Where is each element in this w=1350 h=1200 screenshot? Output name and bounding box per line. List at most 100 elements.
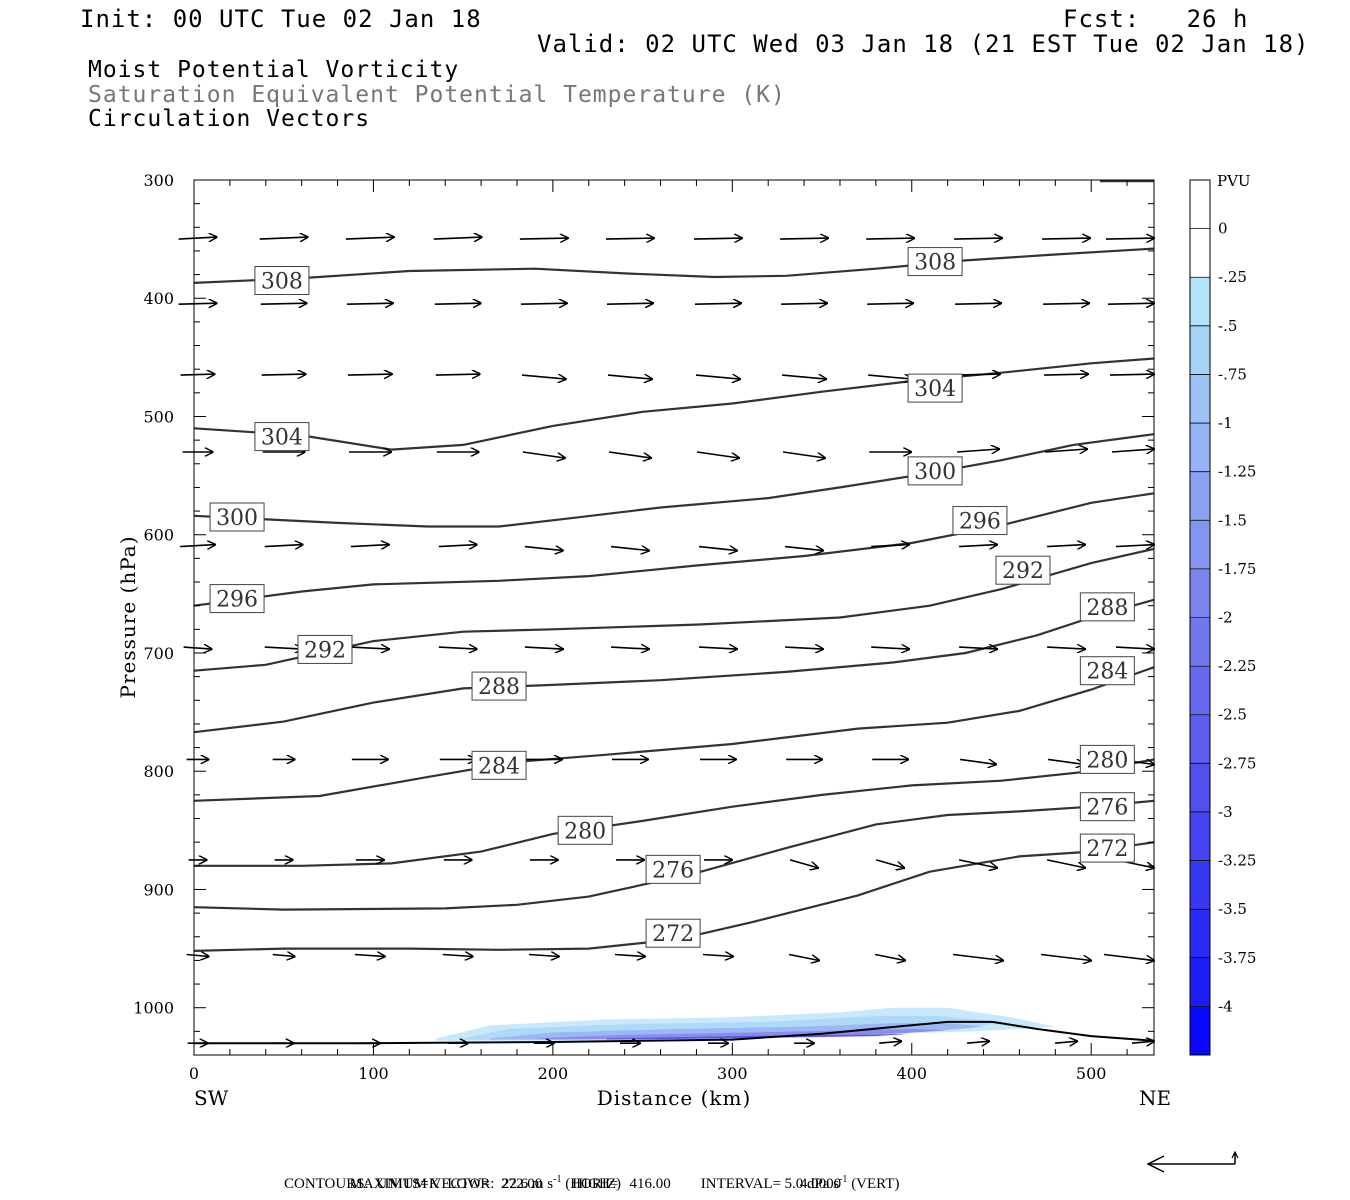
- colorbar-label-0: 0: [1218, 220, 1228, 238]
- vector-2-11: [1109, 374, 1154, 375]
- vector-2-8: [868, 375, 912, 379]
- vector-2-3: [435, 374, 480, 375]
- colorbar-seg-15: [1189, 908, 1211, 959]
- contour-label-box-308-1: [907, 247, 963, 277]
- vector-4-6: [698, 547, 737, 551]
- colorbar-seg-5: [1189, 422, 1211, 472]
- colorbar-seg-2: [1189, 276, 1211, 327]
- max-vector-text: MAXIMUM VECTOR: 22.6 m s: [349, 1176, 554, 1192]
- vector-8-8: [875, 953, 905, 961]
- contour-label-box-304-1: [907, 373, 963, 403]
- vector-6-9: [959, 758, 996, 764]
- endpoint-ne: NE: [1139, 1086, 1171, 1110]
- vector-7-8: [875, 859, 904, 868]
- vector-0-9: [954, 238, 1002, 239]
- contour-label-288-0: 288: [478, 675, 520, 700]
- contour-284: [193, 666, 1155, 802]
- vector-5-5: [610, 647, 649, 649]
- vector-5-11: [1115, 647, 1154, 649]
- contour-296: [193, 492, 1155, 607]
- vector-9-11: [1131, 1041, 1154, 1043]
- contour-label-box-280-0: [557, 815, 613, 845]
- colorbar-label-15: -3.75: [1218, 949, 1256, 967]
- contour-276: [193, 799, 1155, 911]
- vector-0-8: [866, 238, 914, 239]
- vector-5-0: [183, 647, 212, 649]
- vector-4-4: [524, 547, 563, 551]
- x-axis-label: Distance (km): [597, 1086, 752, 1110]
- contour-label-box-284-0: [471, 750, 527, 780]
- contour-label-276-0: 276: [652, 858, 694, 883]
- vector-8-3: [442, 955, 473, 957]
- vector-8-4: [528, 955, 559, 957]
- contour-label-280-1: 280: [1086, 748, 1128, 773]
- colorbar-label-8: -2: [1218, 609, 1233, 627]
- vector-8-7: [788, 953, 819, 961]
- y-tick-label-300: 300: [143, 171, 174, 190]
- contour-label-300-0: 300: [216, 506, 258, 531]
- contour-label-296-1: 296: [959, 510, 1001, 535]
- contour-label-box-296-1: [952, 506, 1008, 536]
- contour-272: [193, 841, 1155, 952]
- vector-9-9: [967, 1041, 989, 1043]
- y-tick-label-500: 500: [143, 407, 174, 426]
- vector-3-4: [522, 451, 565, 458]
- vector-5-3: [438, 647, 477, 649]
- contour-label-box-292-1: [995, 555, 1051, 585]
- vector-0-5: [605, 238, 654, 239]
- contour-304: [193, 357, 1155, 451]
- colorbar-seg-13: [1189, 811, 1211, 861]
- axes: 0 100 200 300 400 500 300 400 500 600 700 800 900 100…: [133, 171, 1154, 1083]
- vector-2-7: [782, 375, 826, 379]
- contour-label-308-0: 308: [261, 270, 303, 295]
- vector-2-1: [261, 374, 306, 375]
- vector-8-2: [354, 955, 385, 957]
- vector-1-1: [260, 303, 307, 304]
- colorbar-seg-7: [1189, 520, 1211, 570]
- vector-4-3: [438, 545, 477, 547]
- colorbar-label-7: -1.75: [1218, 560, 1256, 578]
- vector-4-1: [264, 545, 303, 547]
- contour-label-box-288-0: [471, 671, 527, 701]
- contour-label-296-0: 296: [216, 588, 258, 613]
- vector-1-10: [1043, 303, 1089, 304]
- colorbar-units: PVU: [1217, 172, 1251, 190]
- vector-1-3: [434, 303, 481, 304]
- vector-1-0: [178, 303, 217, 304]
- contour-label-box-308-0: [254, 266, 310, 296]
- vector-2-2: [347, 374, 392, 375]
- contour-label-box-284-1: [1079, 656, 1135, 686]
- vector-8-10: [1041, 953, 1091, 961]
- vector-3-7: [782, 451, 825, 458]
- vector-0-6: [693, 238, 742, 239]
- vector-5-7: [785, 647, 823, 649]
- vector-3-6: [696, 451, 739, 458]
- vector-8-0: [186, 955, 209, 957]
- colorbar-seg-17: [1189, 1006, 1211, 1056]
- contour-label-308-1: 308: [914, 251, 956, 276]
- y-tick-label-400: 400: [143, 289, 174, 308]
- vector-0-0: [178, 237, 217, 239]
- contour-label-280-0: 280: [564, 819, 606, 844]
- vector-4-8: [871, 545, 909, 547]
- colorbar-label-5: -1.25: [1218, 463, 1256, 481]
- contour-label-292-1: 292: [1002, 559, 1044, 584]
- vector-4-2: [350, 545, 389, 547]
- vector-5-2: [350, 647, 389, 649]
- contour-label-304-1: 304: [914, 377, 956, 402]
- contour-label-288-1: 288: [1086, 596, 1128, 621]
- vector-8-9: [953, 953, 1003, 961]
- vector-2-0: [180, 374, 215, 375]
- y-axis-label: Pressure (hPa): [116, 536, 140, 699]
- colorbar-label-12: -3: [1218, 803, 1233, 821]
- vector-0-7: [780, 238, 828, 239]
- contour-300: [193, 433, 1155, 528]
- x-tick-label-0: 0: [189, 1064, 199, 1083]
- vert-exp: -1: [839, 1174, 848, 1185]
- x-tick-label-200: 200: [538, 1064, 569, 1083]
- vector-2-10: [1044, 374, 1088, 375]
- colorbar-label-14: -3.5: [1218, 900, 1247, 918]
- contour-label-box-296-0: [209, 584, 265, 614]
- colorbar-seg-6: [1189, 471, 1211, 521]
- colorbar-seg-0: [1189, 179, 1211, 229]
